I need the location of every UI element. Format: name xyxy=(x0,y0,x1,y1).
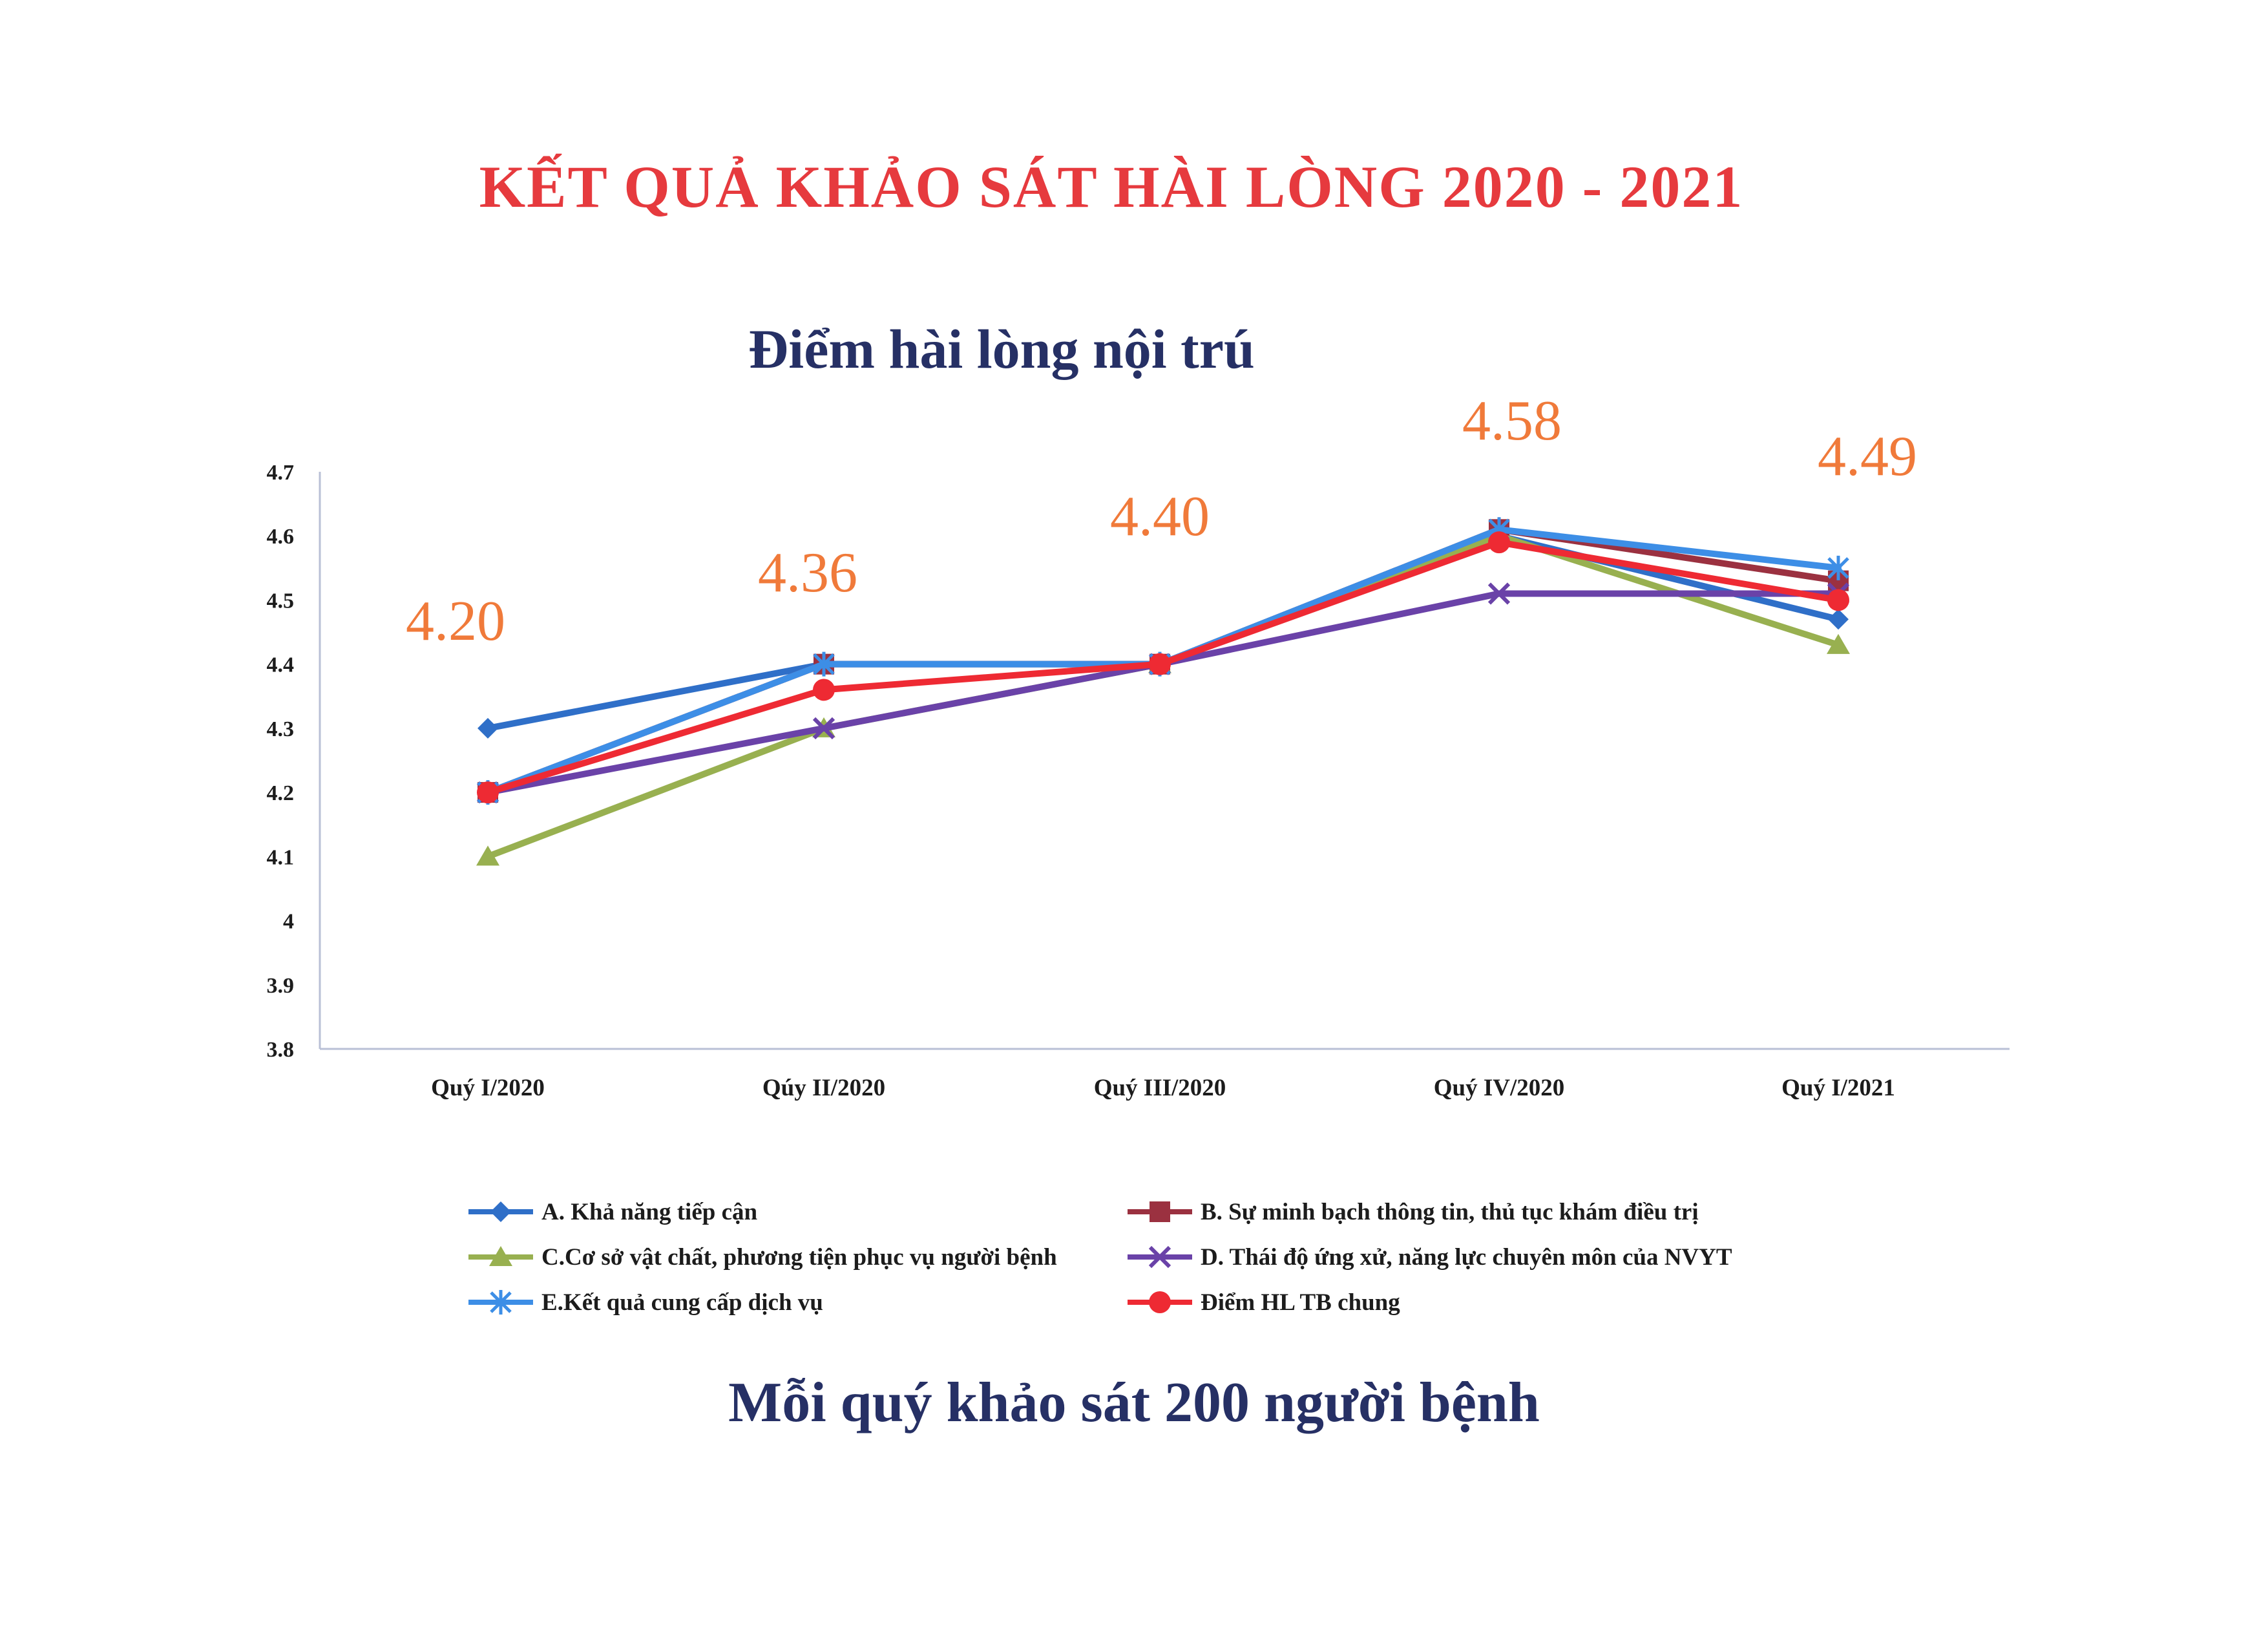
y-tick-label: 4.1 xyxy=(267,845,295,869)
line-chart: 4.7 4.6 4.5 4.4 4.3 4.2 4.1 4 3.9 3.8 Quý I/2020 Qú… xyxy=(267,390,2010,1101)
data-label: 4.58 xyxy=(1462,390,1562,452)
legend-label: E.Kết quả cung cấp dịch vụ xyxy=(541,1289,823,1316)
x-tick-label: Quý IV/2020 xyxy=(1434,1075,1565,1101)
legend-item: E.Kết quả cung cấp dịch vụ xyxy=(465,1283,823,1322)
legend-item: C.Cơ sở vật chất, phương tiện phục vụ ng… xyxy=(465,1238,1057,1276)
y-tick-label: 3.8 xyxy=(267,1038,295,1062)
page-title: KẾT QUẢ KHẢO SÁT HÀI LÒNG 2020 - 2021 xyxy=(479,154,1744,220)
data-point xyxy=(1148,1245,1171,1269)
legend-item: B. Sự minh bạch thông tin, thủ tục khám … xyxy=(1124,1192,1699,1231)
series-1 xyxy=(478,525,1849,739)
y-tick-label: 4.3 xyxy=(267,717,295,741)
chart-legend: A. Khả năng tiếp cận B. Sự minh bạch thôn… xyxy=(465,1192,1887,1347)
x-tick-label: Quý I/2021 xyxy=(1781,1075,1895,1101)
data-point xyxy=(1827,555,1849,580)
y-tick-label: 4.4 xyxy=(267,653,295,677)
data-point xyxy=(1827,633,1850,654)
data-label: 4.49 xyxy=(1818,425,1917,488)
data-point xyxy=(490,1201,511,1222)
legend-swatch xyxy=(468,1246,533,1266)
legend-swatch xyxy=(1128,1291,1192,1313)
data-point xyxy=(1150,1201,1170,1222)
data-point xyxy=(1487,582,1511,605)
y-tick-label: 4.2 xyxy=(267,781,295,805)
data-point xyxy=(813,679,835,701)
legend-item: A. Khả năng tiếp cận xyxy=(465,1192,757,1231)
legend-label: D. Thái độ ứng xử, năng lực chuyên môn c… xyxy=(1201,1243,1732,1271)
legend-label: C.Cơ sở vật chất, phương tiện phục vụ ng… xyxy=(541,1243,1057,1271)
data-point xyxy=(476,845,499,866)
x-tick-label: Qúy II/2020 xyxy=(762,1075,885,1101)
legend-swatch xyxy=(1128,1245,1192,1269)
data-point xyxy=(813,651,835,677)
data-point xyxy=(490,1290,512,1315)
data-point xyxy=(1149,653,1171,675)
series-line xyxy=(485,590,1842,796)
series-3 xyxy=(476,525,1850,866)
legend-label: A. Khả năng tiếp cận xyxy=(541,1198,758,1225)
data-point xyxy=(478,717,498,739)
y-tick-label: 4.6 xyxy=(267,525,295,549)
y-tick-label: 4.5 xyxy=(267,589,295,613)
data-point xyxy=(477,781,499,804)
legend-swatch xyxy=(1128,1201,1192,1222)
series-line xyxy=(485,533,1842,860)
data-label: 4.40 xyxy=(1110,485,1210,548)
x-tick-label: Quý III/2020 xyxy=(1094,1075,1226,1101)
sample-size-note: Mỗi quý khảo sát 200 người bệnh xyxy=(728,1371,1540,1434)
legend-label: Điểm HL TB chung xyxy=(1201,1289,1400,1316)
legend-item: Điểm HL TB chung xyxy=(1124,1283,1400,1322)
chart-title: Điểm hài lòng nội trú xyxy=(748,318,1255,380)
legend-item: D. Thái độ ứng xử, năng lực chuyên môn c… xyxy=(1124,1238,1732,1276)
legend-label: B. Sự minh bạch thông tin, thủ tục khám … xyxy=(1201,1198,1699,1225)
legend-swatch xyxy=(468,1290,533,1315)
series-6 xyxy=(477,531,1849,804)
data-point xyxy=(1827,589,1849,611)
data-point xyxy=(1149,1291,1171,1313)
data-point xyxy=(1488,531,1510,554)
legend-swatch xyxy=(468,1201,533,1222)
y-tick-label: 3.9 xyxy=(267,974,295,998)
data-label: 4.20 xyxy=(406,590,505,653)
data-point xyxy=(489,1246,512,1266)
data-point xyxy=(1828,609,1849,630)
y-tick-label: 4 xyxy=(283,910,294,934)
y-tick-label: 4.7 xyxy=(267,461,295,485)
data-point xyxy=(812,717,835,740)
data-label: 4.36 xyxy=(758,542,857,604)
x-tick-label: Quý I/2020 xyxy=(431,1075,545,1101)
